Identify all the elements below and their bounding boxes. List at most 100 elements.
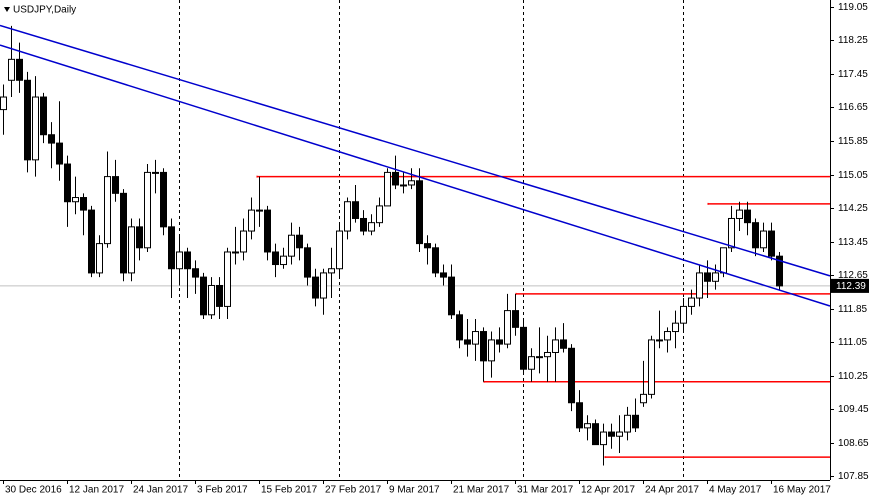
candle-body (296, 234, 303, 249)
candle-body (584, 423, 591, 429)
candle-body (56, 142, 63, 165)
candle-body (760, 230, 767, 249)
candle-body (752, 222, 759, 249)
candle-body (312, 276, 319, 299)
x-tick-label: 24 Apr 2017 (645, 485, 699, 496)
candle-body (520, 326, 527, 370)
chart-title: USDJPY,Daily (13, 5, 76, 16)
candle-body (560, 339, 567, 349)
candle-body (496, 339, 503, 345)
x-tick-label: 12 Apr 2017 (581, 485, 635, 496)
candle-body (664, 331, 671, 341)
candle-body (688, 297, 695, 307)
candle-body (304, 247, 311, 278)
y-tick-label: 117.45 (838, 69, 868, 80)
y-tick-label: 110.25 (838, 371, 868, 382)
x-tick-label: 9 Mar 2017 (389, 485, 440, 496)
candle-body (216, 284, 223, 307)
candle-body (128, 226, 135, 274)
candle-body (768, 230, 775, 257)
candle-body (168, 226, 175, 270)
y-tick-label: 107.85 (838, 471, 869, 482)
candle-body (384, 171, 391, 207)
candle-body (328, 268, 335, 274)
candle-body (32, 96, 39, 161)
candle-body (40, 96, 47, 136)
y-tick-label: 116.65 (838, 102, 868, 113)
y-tick-label: 115.85 (838, 136, 868, 147)
candle-body (320, 272, 327, 299)
candle-body (656, 339, 663, 342)
candle-body (280, 255, 287, 266)
candle-body (440, 272, 447, 278)
candle-body (528, 356, 535, 370)
candle-body (48, 134, 55, 144)
x-tick-label: 30 Dec 2016 (5, 485, 62, 496)
candle-body (576, 402, 583, 429)
candle-body (624, 414, 631, 433)
menu-triangle (4, 7, 10, 12)
candle-body (336, 230, 343, 270)
candle-body (144, 171, 151, 249)
candle-body (160, 171, 167, 228)
candle-body (104, 176, 111, 245)
trendline (0, 44, 831, 307)
candle-body (0, 96, 7, 111)
candle-body (648, 339, 655, 395)
candle-body (608, 431, 615, 437)
candle-body (704, 272, 711, 282)
candle-body (208, 284, 215, 316)
current-price-label: 112.39 (836, 281, 866, 292)
candle-body (224, 251, 231, 307)
candle-body (696, 272, 703, 299)
candle-body (256, 209, 263, 212)
candle-body (96, 243, 103, 274)
candle-body (640, 393, 647, 404)
candle-body (344, 201, 351, 232)
x-tick-label: 15 Feb 2017 (261, 485, 318, 496)
candle-body (600, 431, 607, 446)
candle-body (424, 243, 431, 249)
candle-body (360, 217, 367, 232)
candle-body (632, 414, 639, 429)
candle-body (8, 58, 15, 81)
candle-body (288, 234, 295, 257)
candle-body (456, 314, 463, 341)
candle-body (536, 356, 543, 359)
candle-body (544, 351, 551, 358)
candle-body (488, 339, 495, 362)
candle-body (416, 180, 423, 245)
x-tick-label: 4 May 2017 (709, 485, 762, 496)
y-tick-label: 114.25 (838, 203, 868, 214)
x-tick-label: 21 Mar 2017 (453, 485, 510, 496)
candle-body (176, 251, 183, 270)
candle-body (120, 192, 127, 274)
candle-body (592, 423, 599, 446)
y-tick-label: 112.65 (838, 270, 868, 281)
candle-body (408, 180, 415, 186)
candle-body (480, 331, 487, 362)
y-tick-label: 113.45 (838, 237, 868, 248)
y-tick-label: 108.65 (838, 438, 869, 449)
candle-body (464, 339, 471, 345)
candle-body (88, 209, 95, 274)
x-tick-label: 12 Jan 2017 (69, 485, 124, 496)
candle-body (672, 322, 679, 333)
candle-body (232, 251, 239, 254)
candle-body (184, 251, 191, 270)
candle-body (352, 201, 359, 219)
candle-body (504, 310, 511, 345)
x-tick-label: 24 Jan 2017 (133, 485, 188, 496)
candle-body (16, 58, 23, 81)
candle-body (368, 222, 375, 232)
candle-body (432, 247, 439, 274)
plot-area (0, 0, 831, 480)
y-tick-label: 111.05 (838, 337, 868, 348)
candle-body (552, 339, 559, 353)
candle-body (264, 209, 271, 253)
candle-body (744, 209, 751, 224)
candle-body (776, 255, 783, 287)
y-tick-label: 111.85 (838, 304, 868, 315)
candle-body (712, 272, 719, 282)
